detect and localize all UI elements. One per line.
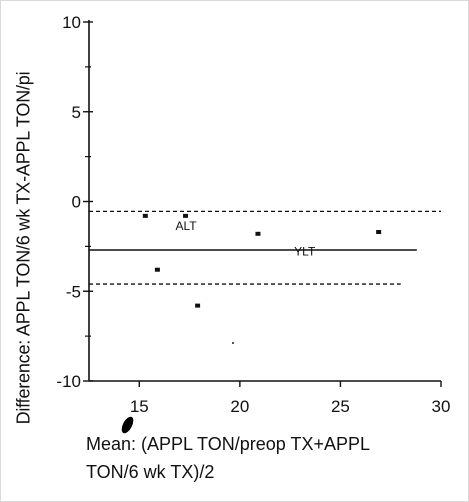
ink-speck xyxy=(232,342,234,344)
x-axis-label: Mean: (APPL TON/preop TX+APPL TON/6 wk T… xyxy=(86,430,446,486)
annotation-label: YLT xyxy=(294,244,316,258)
x-axis-label-line-2: TON/6 wk TX)/2 xyxy=(86,462,215,482)
y-tick-label: -10 xyxy=(56,372,81,391)
y-tick-label: -5 xyxy=(66,282,81,301)
y-tick-label: 0 xyxy=(72,193,81,212)
y-tick-label: 5 xyxy=(72,103,81,122)
x-tick-label: 20 xyxy=(230,397,249,416)
y-tick-label: 10 xyxy=(62,13,81,32)
x-axis-label-line-1: Mean: (APPL TON/preop TX+APPL xyxy=(86,434,370,454)
x-tick-label: 30 xyxy=(432,397,451,416)
y-axis-label: Difference: APPL TON/6 wk TX-APPL TON/pi xyxy=(13,71,34,425)
x-tick-label: 25 xyxy=(331,397,350,416)
data-point xyxy=(154,267,160,272)
x-tick-label: 15 xyxy=(130,397,149,416)
data-point xyxy=(195,303,201,308)
data-point xyxy=(183,213,189,218)
data-point xyxy=(376,230,382,235)
data-point xyxy=(142,213,148,218)
annotation-label: ALT xyxy=(175,219,197,233)
data-point xyxy=(255,231,261,236)
